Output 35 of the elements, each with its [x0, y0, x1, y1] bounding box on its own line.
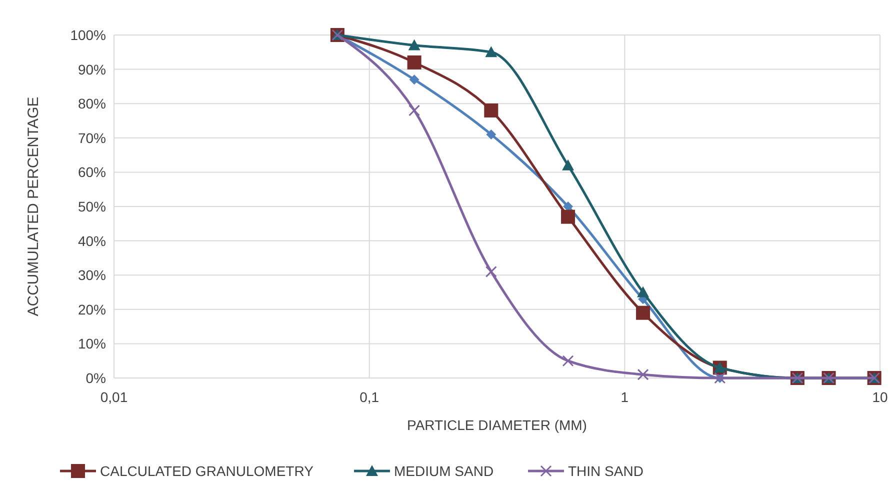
y-tick-label: 100%: [70, 27, 106, 43]
point: [561, 210, 576, 224]
point: [485, 46, 498, 58]
legend-label: MEDIUM SAND: [394, 463, 494, 479]
y-tick-label: 60%: [78, 164, 106, 180]
x-axis-title: PARTICLE DIAMETER (MM): [407, 417, 587, 433]
legend-label: CALCULATED GRANULOMETRY: [100, 463, 314, 479]
point: [562, 355, 574, 367]
y-axis-title: ACCUMULATED PERCENTAGE: [25, 96, 42, 316]
legend-label: THIN SAND: [568, 463, 644, 479]
y-tick-label: 50%: [78, 198, 106, 214]
point: [486, 129, 496, 140]
point: [408, 104, 420, 116]
x-tick-label: 10: [872, 389, 888, 405]
point: [409, 74, 420, 85]
y-tick-label: 10%: [78, 336, 106, 352]
point: [407, 55, 422, 70]
y-tick-label: 90%: [78, 61, 106, 78]
point: [562, 159, 574, 170]
point: [484, 103, 498, 118]
point: [636, 306, 650, 320]
x-tick-label: 0,01: [100, 389, 128, 405]
point: [563, 202, 574, 212]
point: [637, 368, 649, 380]
y-tick-label: 20%: [78, 301, 106, 318]
y-tick-label: 40%: [78, 232, 106, 249]
point: [485, 266, 497, 278]
y-tick-label: 30%: [78, 267, 106, 284]
x-tick-label: 0,1: [360, 389, 380, 405]
y-tick-label: 80%: [78, 96, 106, 112]
x-tick-label: 1: [620, 389, 629, 405]
point: [637, 286, 650, 298]
point: [408, 39, 420, 50]
y-tick-label: 0%: [86, 370, 106, 386]
y-tick-label: 70%: [78, 130, 106, 146]
